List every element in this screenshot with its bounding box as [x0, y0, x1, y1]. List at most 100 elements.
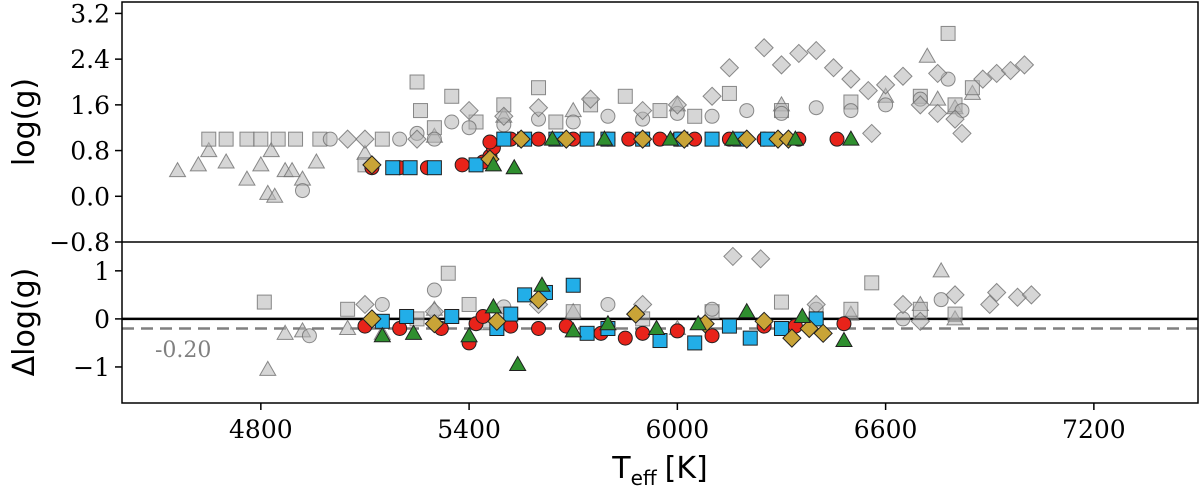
bottom-ytick-label: 0: [94, 305, 110, 334]
top-gray-triangle-point: [168, 161, 187, 178]
bottom-gray-diamond-point: [980, 294, 1000, 315]
bottom-green-triangle-point: [737, 302, 756, 319]
bottom-gray-triangle-point: [276, 324, 294, 340]
dashed-line-label: -0.20: [155, 338, 211, 363]
bottom-green-triangle-point: [835, 331, 853, 348]
top-gray-square-point: [201, 131, 217, 147]
top-gray-square-point: [288, 131, 304, 147]
bottom-gray-diamond-point: [910, 311, 931, 332]
top-gray-square-point: [413, 103, 429, 119]
top-gold-diamond-point: [511, 129, 531, 149]
bottom-red-circle-point: [635, 325, 651, 341]
xtick-label: 6000: [646, 415, 710, 444]
top-gray-circle-point: [392, 131, 408, 147]
top-ytick-label: 0.0: [70, 182, 110, 211]
top-ytick-label: 0.8: [70, 137, 110, 166]
top-gray-triangle-point: [217, 152, 235, 169]
xtick-label: 5400: [437, 415, 501, 444]
bottom-gray-diamond-point: [1021, 285, 1042, 305]
bottom-green-triangle-point: [484, 297, 503, 314]
x-axis-label: Teff [K]: [611, 451, 708, 490]
top-gray-diamond-point: [1000, 60, 1021, 81]
bottom-gray-diamond-point: [750, 249, 771, 269]
top-gray-diamond-point: [875, 75, 896, 95]
top-gray-diamond-point: [862, 123, 882, 144]
bottom-green-triangle-point: [508, 355, 527, 372]
top-gray-diamond-point: [580, 89, 601, 109]
top-gray-triangle-point: [307, 152, 326, 169]
top-gray-circle-point: [878, 97, 894, 113]
bottom-blue-square-point: [742, 330, 758, 346]
bottom-red-circle-point: [704, 328, 720, 344]
top-green-triangle-point: [724, 130, 742, 146]
bottom-gray-square-point: [947, 306, 963, 322]
bottom-gray-circle-point: [426, 282, 442, 298]
top-gray-triangle-point: [928, 90, 947, 106]
bottom-green-triangle-point: [689, 314, 708, 331]
top-gray-circle-point: [294, 183, 310, 199]
top-gray-square-point: [548, 114, 564, 130]
bottom-gray-circle-point: [704, 301, 720, 317]
top-red-circle-point: [829, 131, 845, 147]
bottom-gray-circle-point: [301, 328, 317, 344]
top-gray-diamond-point: [667, 95, 688, 115]
top-gray-diamond-point: [973, 69, 993, 89]
top-gray-diamond-point: [407, 129, 427, 149]
bottom-blue-square-point: [773, 321, 789, 337]
top-panel-gray-points: [168, 25, 1035, 203]
top-gray-diamond-point: [806, 40, 826, 61]
plot-frame: [121, 1, 1199, 404]
bottom-green-triangle-point: [793, 307, 812, 323]
top-gray-square-point: [218, 131, 234, 147]
top-gray-square-point: [253, 131, 269, 147]
top-green-triangle-point: [786, 130, 805, 146]
x-axis: 4800 5400 6000 6600 7200: [229, 403, 1126, 444]
bottom-blue-square-point: [721, 318, 737, 334]
bottom-red-circle-point: [617, 330, 633, 346]
x-axis-label-main: T: [611, 451, 631, 486]
top-blue-square-point: [579, 131, 595, 147]
top-gray-diamond-point: [952, 123, 972, 144]
bottom-gray-diamond-point: [355, 294, 375, 315]
top-ytick-label: −0.8: [49, 228, 110, 257]
top-gray-square-point: [374, 131, 390, 147]
top-blue-square-point: [496, 131, 512, 147]
bottom-green-triangle-point: [373, 326, 392, 343]
top-gray-square-point: [444, 88, 460, 104]
top-gray-diamond-point: [459, 100, 479, 121]
bottom-gray-square-point: [843, 301, 859, 317]
x-axis-label-subscript: eff: [631, 466, 658, 490]
top-gray-triangle-point: [918, 47, 937, 63]
top-panel-colored-points: [362, 129, 860, 176]
top-gray-triangle-point: [262, 141, 281, 158]
bottom-gray-circle-point: [933, 292, 949, 308]
top-gray-circle-point: [773, 105, 789, 121]
top-gray-circle-point: [808, 100, 824, 116]
xtick-label: 7200: [1062, 415, 1126, 444]
bottom-gray-square-point: [565, 304, 581, 320]
bottom-panel-gray-points: [256, 246, 1042, 376]
bottom-gray-square-point: [864, 275, 880, 291]
bottom-gray-diamond-point: [945, 285, 965, 305]
bottom-ytick-label: 1: [94, 257, 110, 286]
bottom-red-circle-point: [836, 316, 852, 332]
bottom-gray-diamond-point: [986, 282, 1007, 303]
top-red-circle-point: [454, 157, 470, 173]
top-ytick-label: 3.2: [70, 0, 110, 28]
top-gray-circle-point: [600, 108, 616, 124]
top-gray-diamond-point: [945, 109, 965, 129]
top-gray-diamond-point: [632, 100, 653, 121]
top-blue-square-point: [426, 160, 442, 176]
xtick-label: 6600: [854, 415, 918, 444]
top-gray-diamond-point: [789, 43, 809, 64]
top-gray-square-point: [940, 25, 956, 41]
top-gray-diamond-point: [337, 129, 358, 149]
top-gray-diamond-point: [910, 95, 931, 115]
top-gray-triangle-point: [199, 141, 218, 158]
top-gold-diamond-point: [556, 129, 576, 149]
top-gray-triangle-point: [265, 187, 284, 203]
bottom-green-triangle-point: [647, 319, 666, 336]
top-gray-square-point: [239, 131, 255, 147]
bottom-blue-square-point: [399, 308, 415, 324]
bottom-gold-diamond-point: [625, 304, 646, 324]
